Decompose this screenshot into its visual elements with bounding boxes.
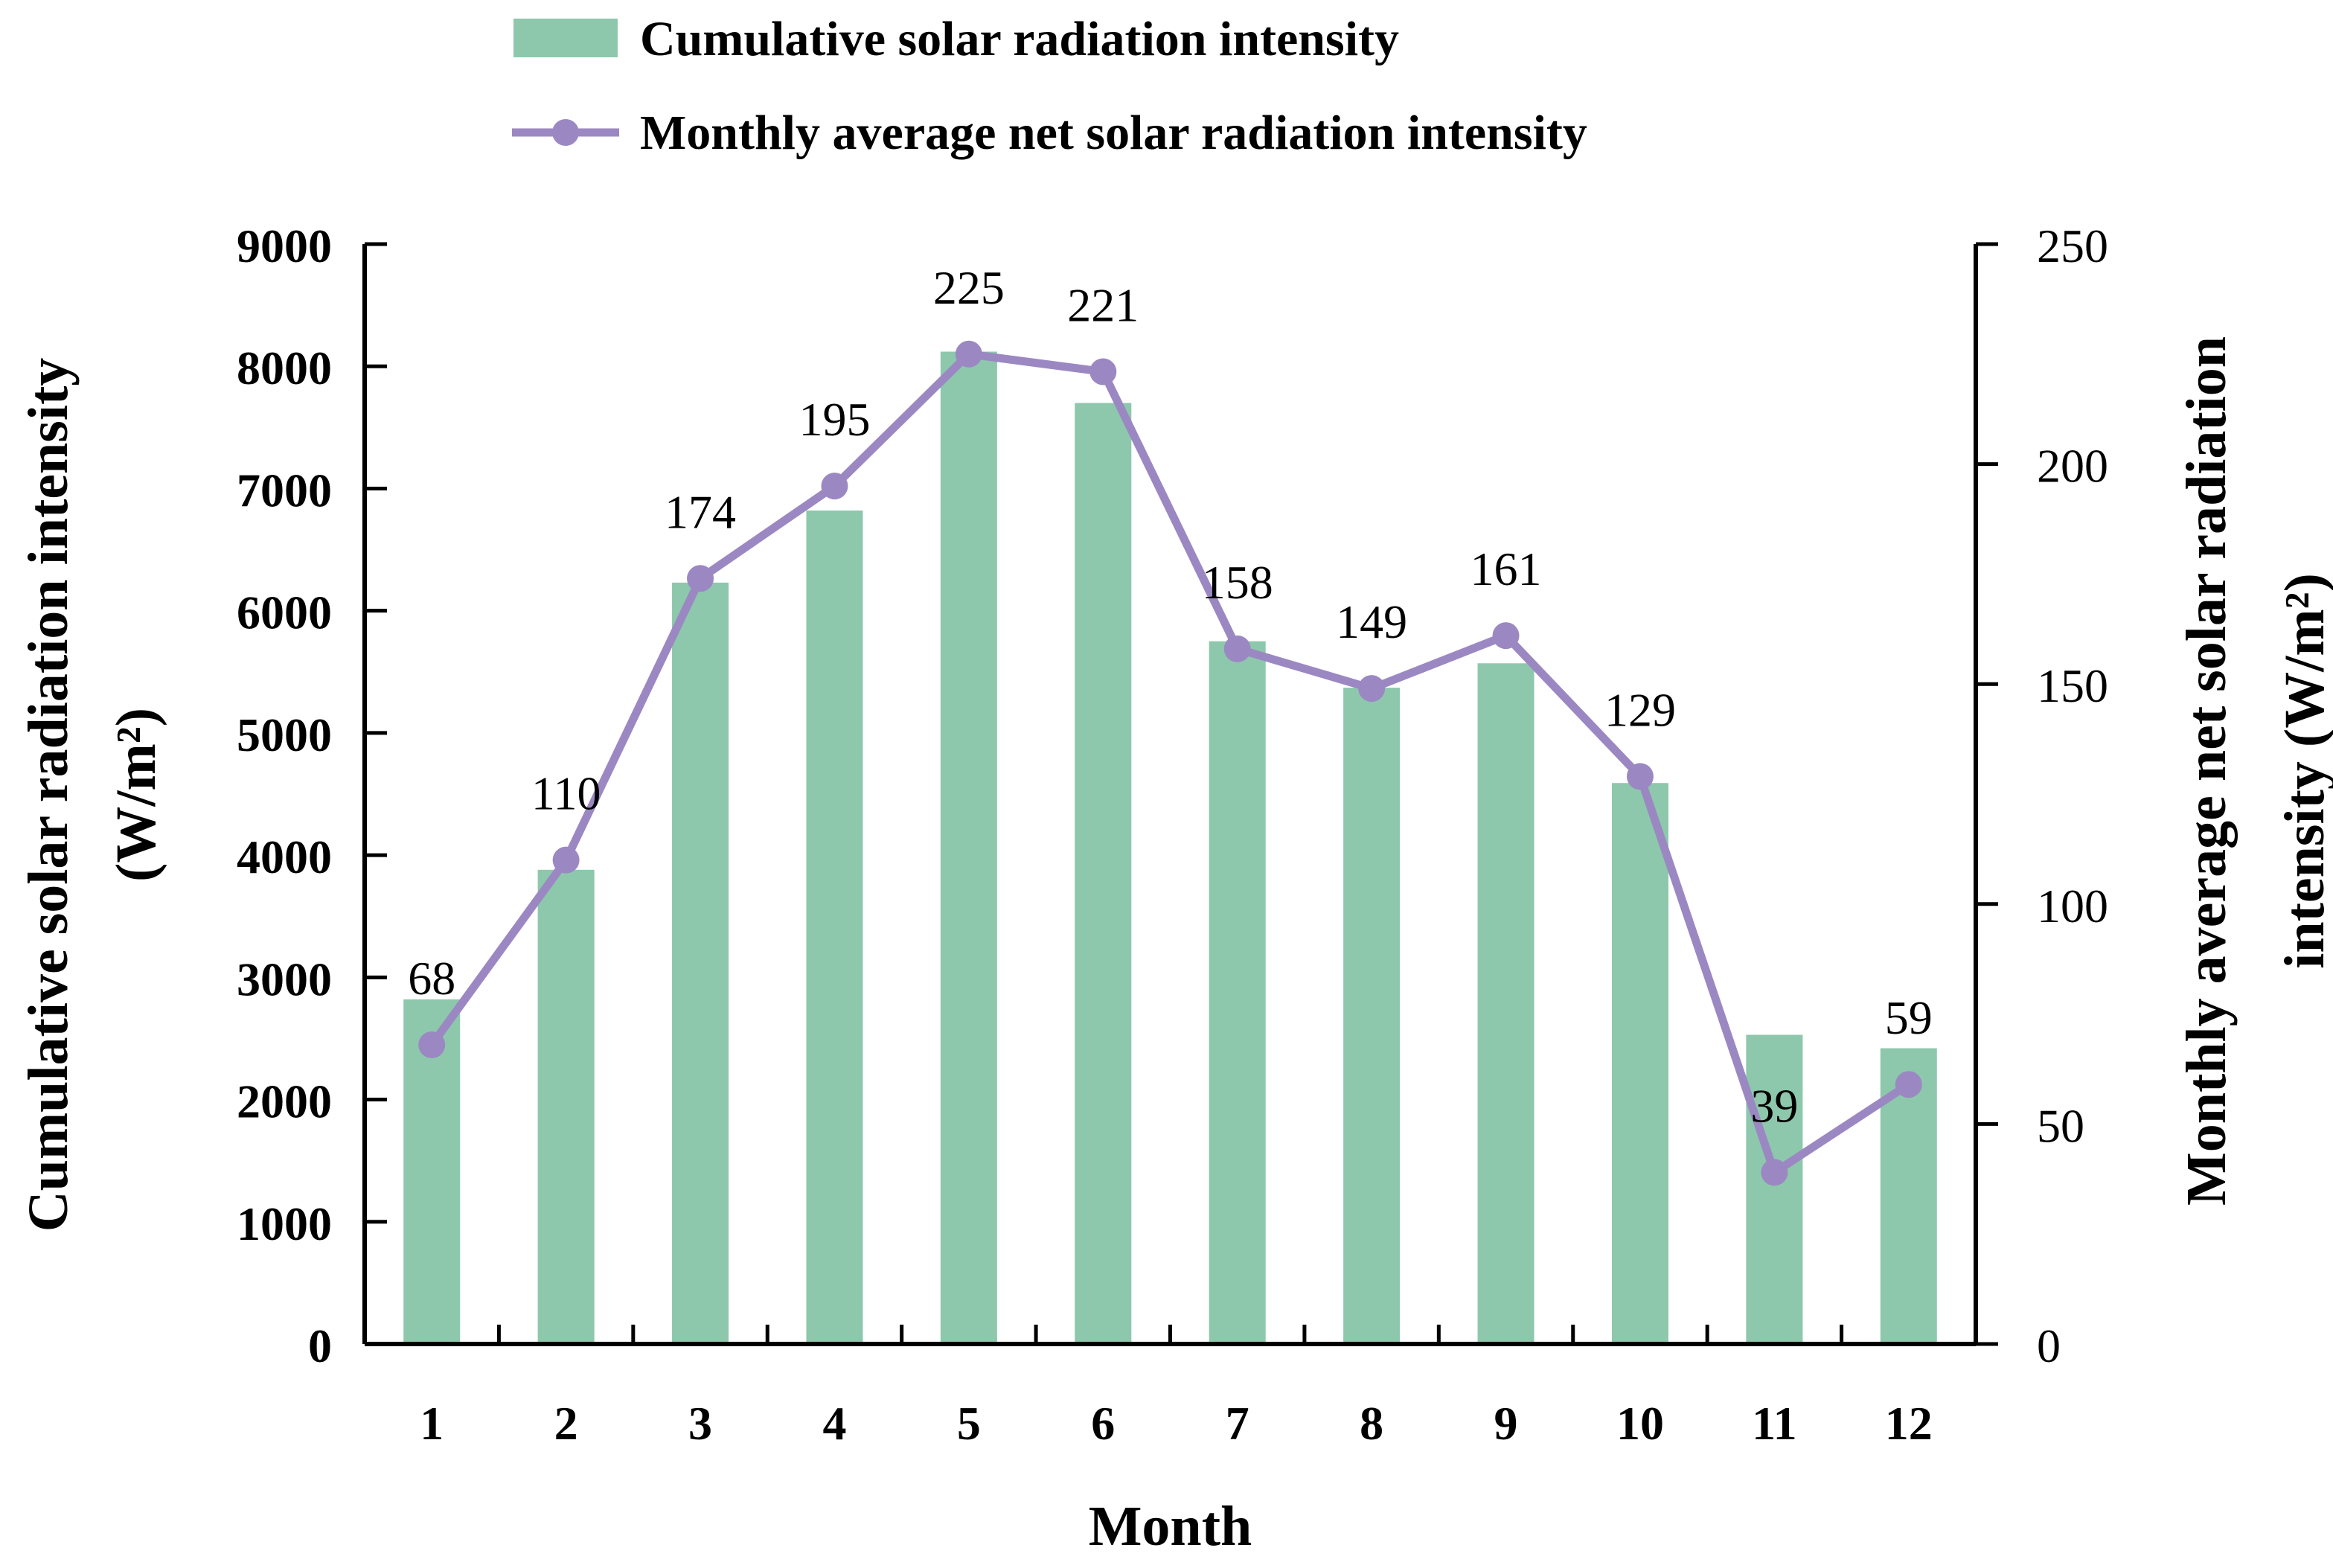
- bar-month-3: [672, 582, 729, 1344]
- y-right-tick-label: 100: [2037, 880, 2108, 932]
- x-tick-label: 6: [1091, 1397, 1115, 1450]
- legend-line-label: Monthly average net solar radiation inte…: [640, 106, 1587, 160]
- data-label: 59: [1885, 991, 1933, 1044]
- bar-month-7: [1209, 641, 1266, 1344]
- y-axis-right-title-line: Monthly average net solar radiation: [2175, 336, 2238, 1206]
- y-right-tick-label: 250: [2037, 220, 2108, 272]
- y-left-tick-label: 4000: [237, 831, 332, 883]
- line-point-month-9: [1492, 622, 1520, 650]
- line-point-month-12: [1895, 1071, 1922, 1098]
- bar-month-10: [1611, 783, 1668, 1344]
- y-axis-right-title: Monthly average net solar radiation inten…: [2175, 336, 2333, 1206]
- bar-month-8: [1343, 688, 1401, 1344]
- line-point-month-8: [1358, 675, 1386, 703]
- line-point-month-5: [955, 340, 982, 368]
- data-label: 68: [408, 952, 455, 1005]
- bar-month-5: [940, 351, 997, 1344]
- legend-bar-swatch: [513, 19, 618, 57]
- x-tick-label: 1: [420, 1397, 444, 1450]
- y-right-tick-label: 0: [2037, 1319, 2061, 1372]
- x-tick-label: 3: [688, 1397, 712, 1450]
- y-axis-left-title-line: (W/m²): [105, 708, 167, 882]
- y-left-tick-label: 9000: [237, 220, 332, 272]
- y-left-tick-label: 5000: [237, 708, 332, 761]
- line-point-month-4: [821, 473, 848, 500]
- y-right-tick-label: 50: [2037, 1099, 2084, 1152]
- legend: Cumulative solar radiation intensity Mont…: [512, 12, 1587, 160]
- line-series: [418, 340, 1922, 1186]
- bar-series: [403, 351, 1937, 1345]
- y-axis-left-title-line: Cumulative solar radiation intensity: [17, 358, 80, 1232]
- chart-text: 0 1000 2000 3000 4000 5000 6000 7000 8000 9000 0 50…: [17, 220, 2333, 1558]
- y-left-tick-label: 0: [308, 1319, 332, 1372]
- line-point-month-7: [1223, 635, 1251, 662]
- line-point-month-10: [1626, 763, 1654, 790]
- bar-month-11: [1746, 1034, 1803, 1344]
- y-right-tick-label: 150: [2037, 659, 2108, 712]
- y-axis-right-title-line: intensity (W/m²): [2273, 573, 2333, 969]
- line-point-month-1: [418, 1031, 446, 1058]
- legend-line-marker: [552, 119, 579, 146]
- data-label: 39: [1750, 1079, 1798, 1132]
- data-label: 110: [531, 767, 601, 820]
- data-label: 158: [1202, 556, 1273, 609]
- y-axis-left-title: Cumulative solar radiation intensity (W/m…: [17, 358, 167, 1232]
- line-point-month-3: [687, 565, 714, 592]
- x-tick-label: 9: [1494, 1397, 1518, 1450]
- axes: [362, 242, 1998, 1346]
- bar-month-2: [537, 869, 595, 1344]
- x-tick-label: 7: [1226, 1397, 1249, 1450]
- line-point-month-11: [1761, 1159, 1788, 1186]
- data-label: 174: [665, 485, 736, 538]
- y-left-tick-label: 1000: [237, 1197, 332, 1250]
- data-label: 149: [1336, 595, 1407, 648]
- line-point-month-6: [1089, 358, 1117, 385]
- y-left-tick-label: 3000: [237, 953, 332, 1005]
- line-net-radiation: [427, 350, 1913, 1177]
- data-label: 161: [1470, 543, 1542, 595]
- x-tick-label: 12: [1885, 1397, 1933, 1450]
- legend-bar-label: Cumulative solar radiation intensity: [640, 12, 1399, 66]
- x-tick-label: 8: [1360, 1397, 1383, 1450]
- x-tick-label: 5: [957, 1397, 981, 1450]
- data-label: 129: [1604, 683, 1676, 736]
- x-axis-title: Month: [1089, 1495, 1252, 1558]
- bar-month-9: [1477, 663, 1534, 1344]
- y-left-tick-label: 8000: [237, 342, 332, 394]
- y-left-tick-label: 6000: [237, 586, 332, 639]
- bar-month-4: [806, 511, 863, 1345]
- x-tick-label: 11: [1752, 1397, 1796, 1450]
- data-label: 221: [1067, 278, 1139, 331]
- data-label: 195: [799, 393, 870, 446]
- bar-month-6: [1075, 403, 1132, 1344]
- line-point-month-2: [552, 846, 580, 874]
- y-right-tick-label: 200: [2037, 440, 2108, 493]
- y-left-tick-label: 7000: [237, 464, 332, 516]
- data-label: 225: [933, 261, 1005, 314]
- x-tick-label: 2: [554, 1397, 578, 1450]
- x-tick-label: 4: [822, 1397, 846, 1450]
- y-left-tick-label: 2000: [237, 1075, 332, 1128]
- x-tick-label: 10: [1616, 1397, 1664, 1450]
